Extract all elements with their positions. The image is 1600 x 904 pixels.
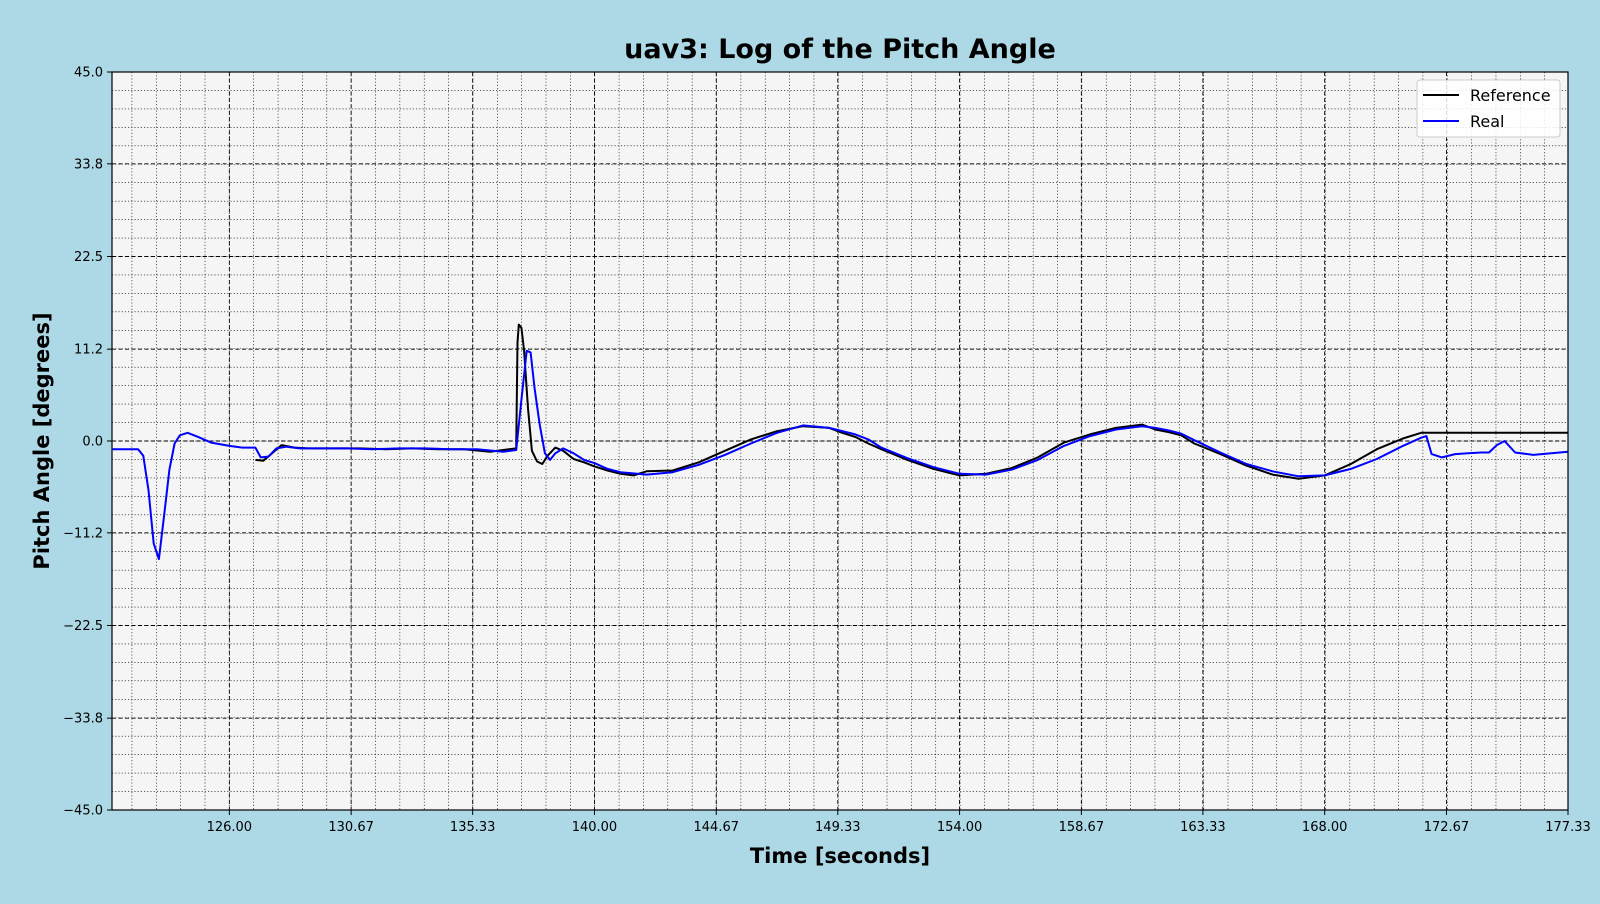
legend-label-reference: Reference — [1470, 86, 1551, 105]
x-tick-label: 130.67 — [328, 820, 374, 835]
x-tick-label: 144.67 — [694, 820, 740, 835]
y-tick-label: −22.5 — [63, 619, 103, 634]
y-tick-label: 45.0 — [74, 66, 103, 81]
x-tick-label: 140.00 — [572, 820, 618, 835]
y-tick-label: 22.5 — [74, 250, 103, 265]
x-tick-label: 154.00 — [937, 820, 983, 835]
series-line-reference — [255, 323, 1568, 480]
series-line-real — [112, 349, 1569, 561]
y-tick-label: −45.0 — [63, 804, 103, 819]
y-tick-label: 0.0 — [82, 435, 103, 450]
y-tick-label: 11.2 — [74, 343, 103, 358]
y-axis-ticks: −45.0 −33.8 −22.5 −11.2 0.0 11.2 22.5 33.8 45.0 — [63, 66, 112, 819]
series-layer — [112, 323, 1569, 561]
y-tick-label: −11.2 — [63, 526, 103, 541]
y-tick-label: −33.8 — [63, 712, 103, 727]
chart-title: uav3: Log of the Pitch Angle — [624, 34, 1056, 65]
x-tick-label: 149.33 — [815, 820, 861, 835]
x-tick-label: 177.33 — [1545, 820, 1591, 835]
legend-label-real: Real — [1470, 112, 1505, 131]
x-tick-label: 158.67 — [1059, 820, 1105, 835]
x-axis-label: Time [seconds] — [750, 844, 930, 868]
x-tick-label: 172.67 — [1424, 820, 1470, 835]
legend: Reference Real — [1416, 79, 1561, 138]
y-axis-label: Pitch Angle [degrees] — [30, 312, 54, 569]
y-tick-label: 33.8 — [74, 157, 103, 172]
x-tick-label: 168.00 — [1302, 820, 1348, 835]
x-tick-label: 163.33 — [1180, 820, 1226, 835]
x-axis-ticks: 126.00 130.67 135.33 140.00 144.67 149.33 154.… — [207, 810, 1591, 835]
x-tick-label: 135.33 — [450, 820, 496, 835]
x-tick-label: 126.00 — [207, 820, 253, 835]
